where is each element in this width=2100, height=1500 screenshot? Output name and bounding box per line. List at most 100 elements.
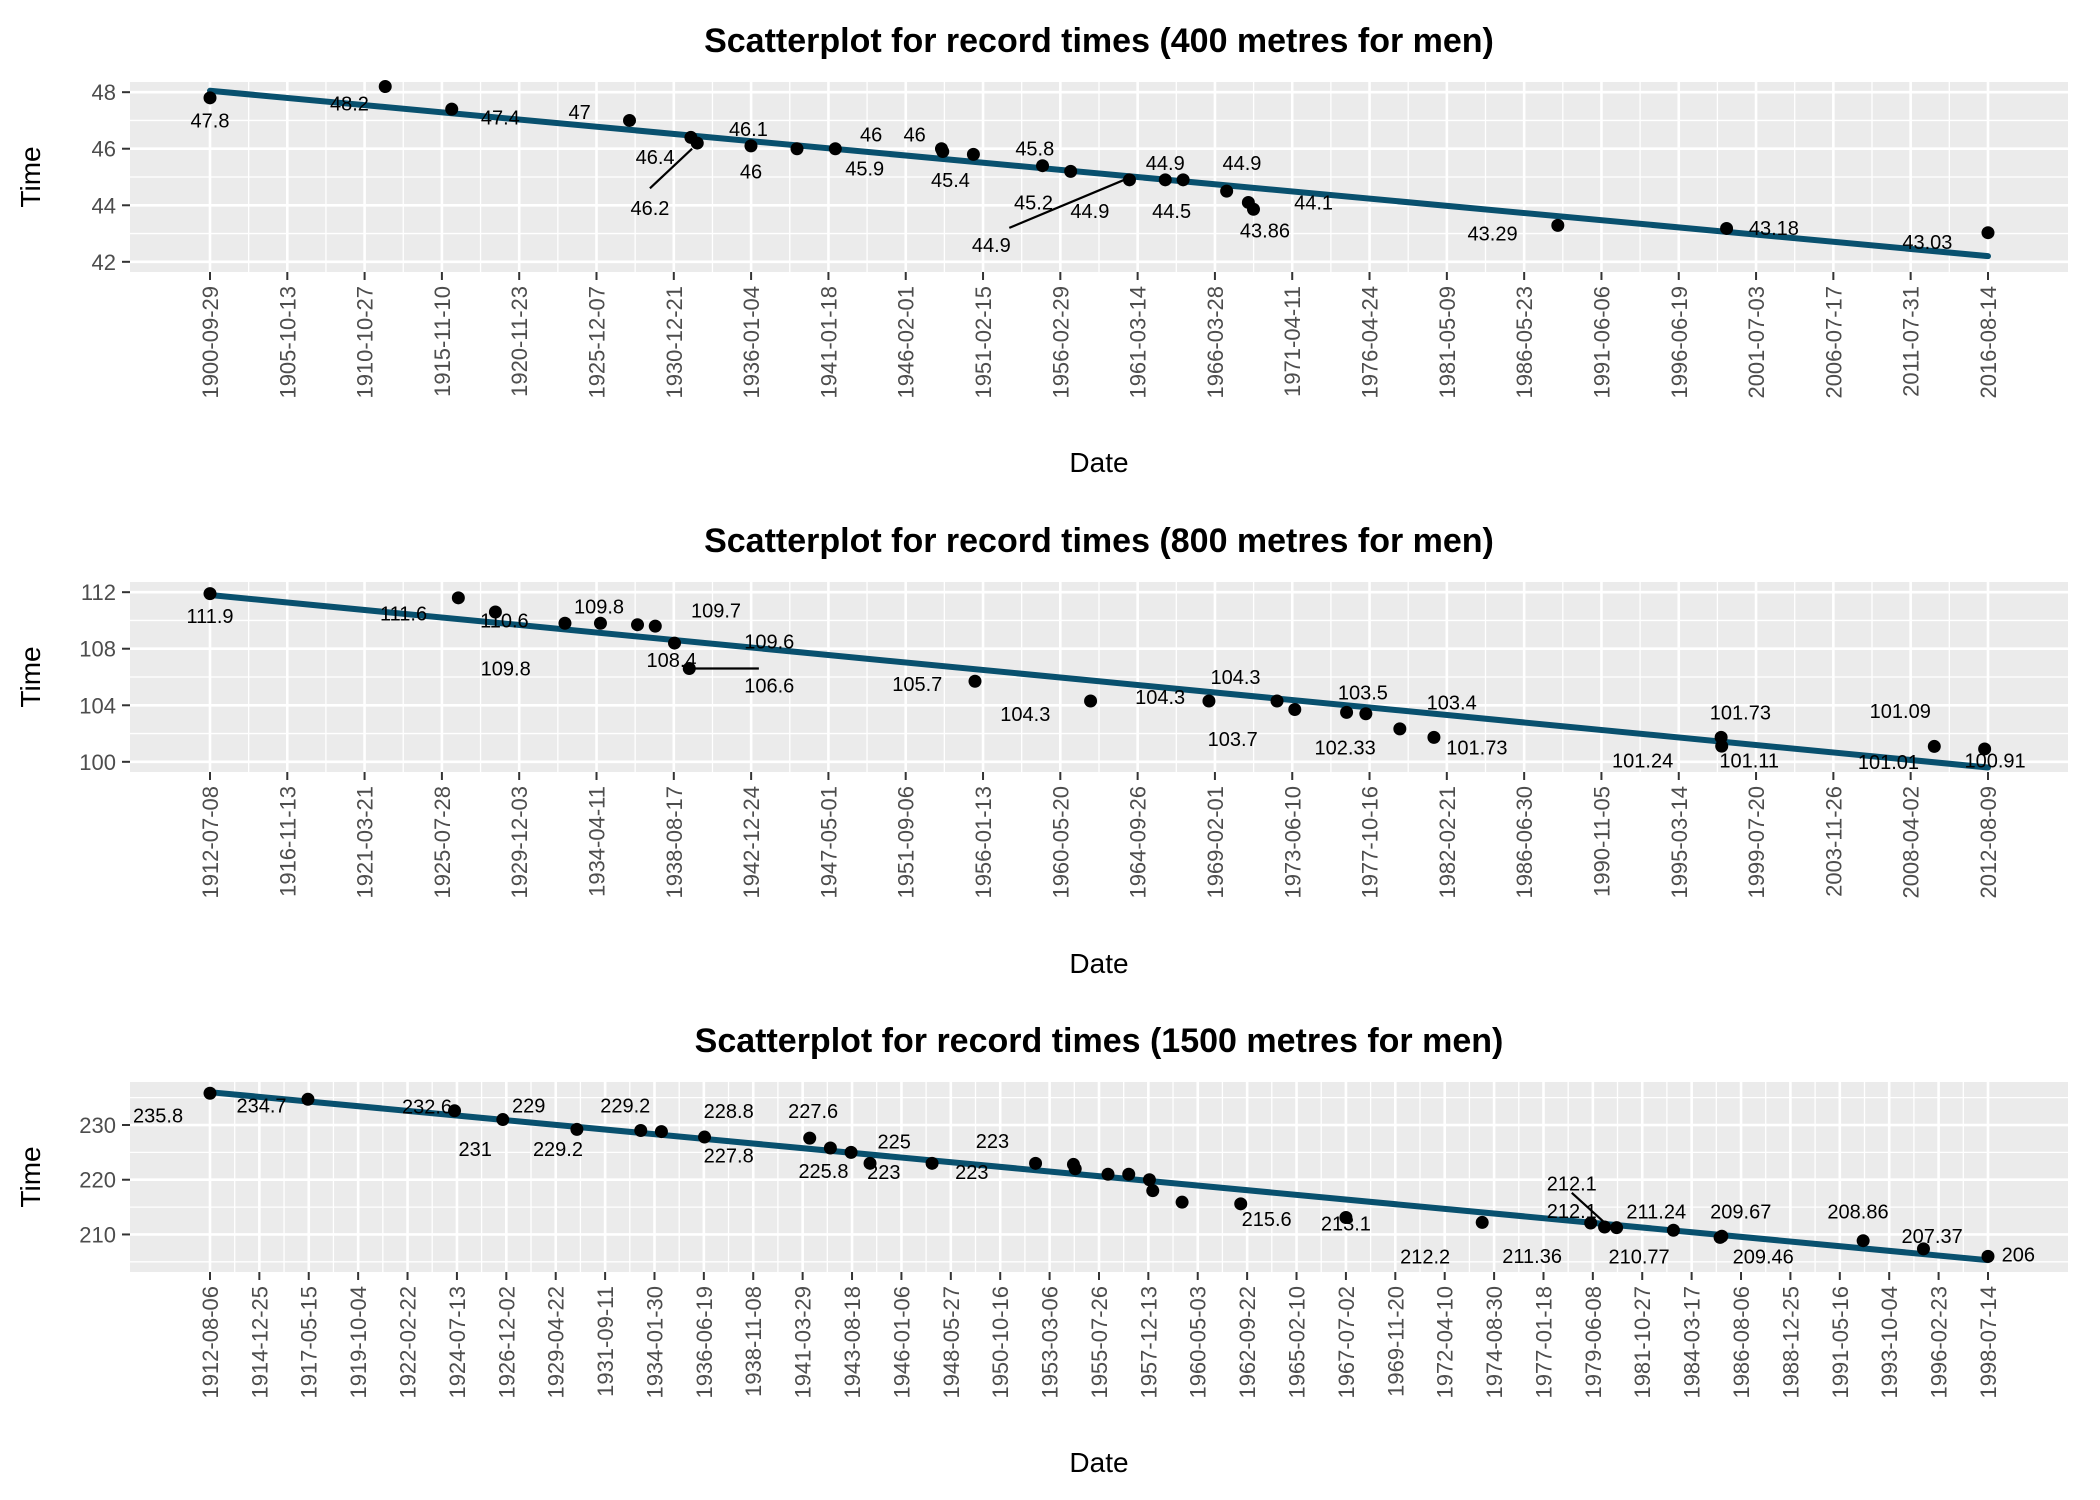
data-label: 44.9: [1223, 153, 1262, 175]
data-label: 209.46: [1733, 1246, 1794, 1268]
label-leader-line: [1571, 1192, 1609, 1227]
data-point: [203, 91, 217, 105]
x-tick-label: 1951-02-15: [971, 286, 996, 399]
data-point: [844, 1145, 858, 1159]
y-axis-title: Time: [15, 1146, 46, 1207]
data-label: 101.73: [1446, 738, 1507, 760]
data-point: [1220, 184, 1234, 198]
data-point: [558, 616, 572, 630]
label-leader-line: [1008, 178, 1125, 229]
data-point: [698, 1130, 712, 1144]
data-point: [445, 102, 459, 116]
x-tick-label: 1969-02-01: [1203, 786, 1228, 899]
data-point: [488, 605, 502, 619]
data-point: [744, 139, 758, 153]
x-tick-label: 1931-09-11: [593, 1286, 618, 1397]
x-tick-label: 1910-10-27: [353, 286, 378, 399]
data-label: 103.5: [1338, 683, 1388, 705]
data-point: [1142, 1173, 1156, 1187]
y-tick-label: 210: [79, 1222, 116, 1247]
data-label: 211.36: [1502, 1246, 1562, 1268]
x-tick-label: 1905-10-13: [275, 286, 300, 399]
data-label: 210.77: [1608, 1246, 1669, 1268]
data-label: 212.2: [1400, 1246, 1450, 1268]
data-label: 234.7: [236, 1095, 286, 1117]
x-tick-label: 1951-09-06: [894, 786, 919, 899]
x-tick-label: 1998-07-14: [1976, 1286, 2001, 1399]
data-label: 225: [878, 1131, 911, 1153]
x-tick-label: 1986-05-23: [1512, 286, 1537, 399]
data-label: 110.6: [480, 610, 529, 632]
data-point: [1029, 1156, 1043, 1170]
data-point: [1981, 1249, 1995, 1263]
data-label: 45.2: [1014, 192, 1053, 214]
data-point: [1146, 1184, 1160, 1198]
y-tick-label: 42: [92, 250, 116, 275]
x-tick-label: 1948-05-27: [939, 1286, 964, 1399]
data-label: 109.8: [481, 659, 531, 681]
x-tick-label: 1986-06-30: [1512, 786, 1537, 899]
x-axis-title: Date: [1069, 948, 1128, 979]
data-point: [1084, 694, 1098, 708]
data-point: [863, 1156, 877, 1170]
x-tick-label: 1924-07-13: [445, 1286, 470, 1399]
x-tick-label: 1999-07-20: [1744, 786, 1769, 899]
data-point: [631, 618, 645, 632]
data-label: 215.6: [1242, 1209, 1292, 1231]
x-tick-label: 1969-11-20: [1383, 1286, 1408, 1397]
data-point: [1927, 739, 1941, 753]
data-label: 43.18: [1749, 218, 1799, 240]
data-label: 207.37: [1902, 1226, 1963, 1248]
x-tick-label: 1966-03-28: [1203, 286, 1228, 399]
x-tick-label: 2008-04-02: [1899, 786, 1924, 899]
data-point: [1158, 173, 1172, 187]
data-label: 229.2: [533, 1139, 583, 1161]
data-point: [634, 1123, 648, 1137]
x-tick-label: 2001-07-03: [1744, 286, 1769, 399]
x-tick-label: 1936-06-19: [692, 1286, 717, 1399]
data-point: [828, 142, 842, 156]
y-tick-label: 46: [92, 137, 116, 162]
x-tick-label: 1936-01-04: [739, 286, 764, 399]
x-tick-label: 1991-05-16: [1828, 1286, 1853, 1399]
data-point: [1175, 1195, 1189, 1209]
x-tick-label: 1912-08-06: [198, 1286, 223, 1399]
data-label: 106.6: [744, 675, 794, 697]
data-point: [1288, 703, 1302, 717]
data-label: 223: [867, 1162, 900, 1184]
x-tick-label: 1976-04-24: [1358, 286, 1383, 399]
x-tick-label: 1960-05-20: [1048, 786, 1073, 899]
data-point: [1916, 1242, 1930, 1256]
data-label: 227.6: [788, 1101, 838, 1123]
x-tick-label: 1914-12-25: [247, 1286, 272, 1399]
data-label: 232.6: [402, 1096, 452, 1118]
x-tick-label: 1971-04-11: [1280, 286, 1305, 397]
x-tick-label: 1967-07-02: [1334, 1286, 1359, 1399]
x-tick-label: 1925-12-07: [584, 286, 609, 399]
data-point: [1598, 1220, 1612, 1234]
x-tick-label: 1965-02-10: [1285, 1286, 1310, 1399]
data-point: [1715, 739, 1729, 753]
x-tick-label: 1929-04-22: [544, 1286, 569, 1399]
data-label: 211.24: [1626, 1201, 1686, 1223]
data-point: [966, 147, 980, 161]
data-point: [1978, 742, 1992, 756]
x-tick-label: 1941-01-18: [816, 286, 841, 399]
data-point: [1359, 707, 1373, 721]
data-label: 101.24: [1612, 750, 1673, 772]
y-tick-label: 112: [81, 580, 116, 605]
data-label: 44.9: [1146, 153, 1185, 175]
data-point: [378, 80, 392, 94]
x-tick-label: 1920-11-23: [507, 286, 532, 397]
data-label: 212.1: [1547, 1174, 1597, 1196]
data-point: [668, 636, 682, 650]
y-axis-title: Time: [15, 646, 46, 707]
data-label: 209.67: [1710, 1201, 1771, 1223]
data-point: [496, 1113, 510, 1127]
data-point: [593, 616, 607, 630]
data-label: 223: [976, 1131, 1009, 1153]
x-tick-label: 1919-10-04: [346, 1286, 371, 1399]
y-tick-label: 100: [79, 750, 116, 775]
data-label: 228.8: [704, 1101, 754, 1123]
data-label: 45.9: [845, 159, 884, 181]
